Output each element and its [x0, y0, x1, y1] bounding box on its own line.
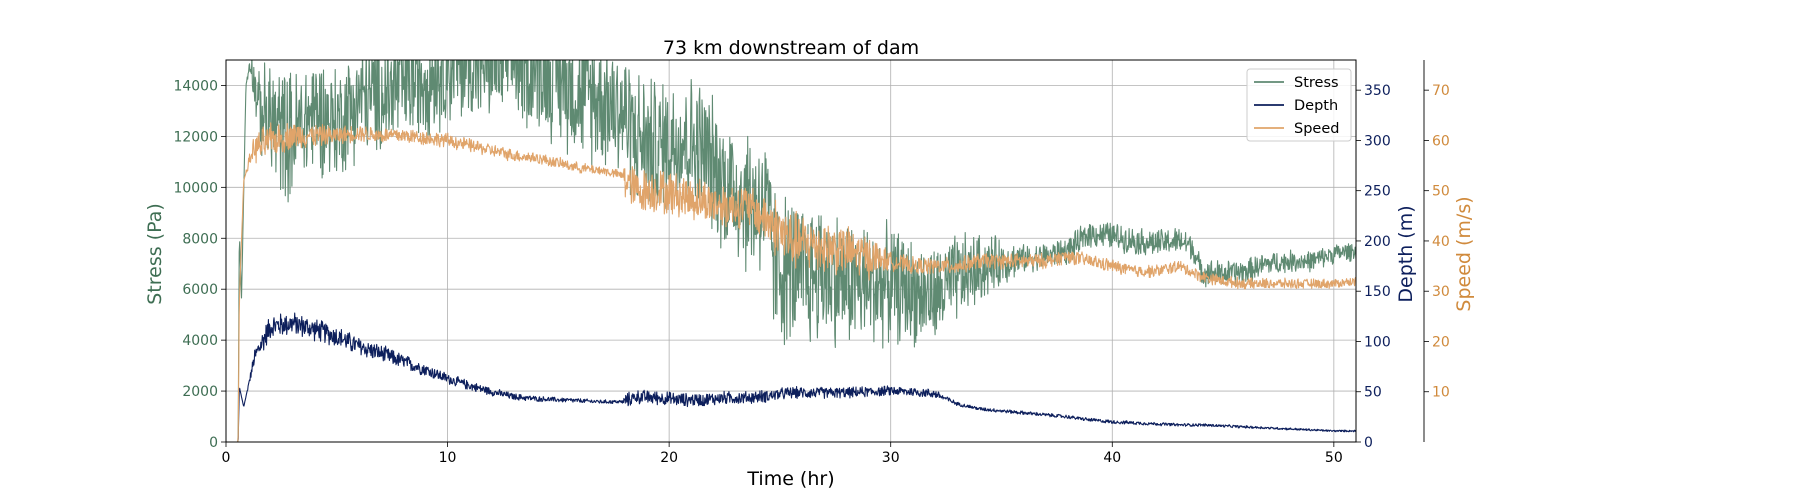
- chart-title: 73 km downstream of dam: [663, 37, 919, 59]
- depth-tick-label: 0: [1364, 435, 1373, 451]
- x-tick-label: 10: [439, 450, 457, 466]
- series-layer: [226, 60, 1356, 442]
- legend-label-speed: Speed: [1294, 121, 1339, 137]
- legend: Stress Depth Speed: [1246, 68, 1352, 142]
- stress-tick-label: 8000: [182, 231, 218, 247]
- speed-tick-label: 10: [1432, 385, 1450, 401]
- axes-layer: 0 10 20 30 40 5002000400060008000100001200014…: [173, 59, 1450, 466]
- stress-axis-title: Stress (Pa): [144, 203, 166, 305]
- x-tick-label: 40: [1103, 450, 1121, 466]
- depth-tick-label: 150: [1364, 284, 1391, 300]
- legend-label-stress: Stress: [1294, 75, 1339, 91]
- depth-tick-label: 350: [1364, 83, 1391, 99]
- speed-tick-label: 70: [1432, 83, 1450, 99]
- stress-tick-label: 12000: [173, 129, 218, 145]
- depth-axis-title: Depth (m): [1395, 205, 1417, 302]
- depth-tick-label: 50: [1364, 385, 1382, 401]
- depth-tick-label: 300: [1364, 133, 1391, 149]
- stress-tick-label: 10000: [173, 180, 218, 196]
- legend-frame: [1246, 68, 1352, 142]
- plot-frame: [225, 59, 1357, 443]
- depth-tick-label: 100: [1364, 334, 1391, 350]
- speed-tick-label: 50: [1432, 184, 1450, 200]
- speed-tick-label: 60: [1432, 133, 1450, 149]
- depth-tick-label: 250: [1364, 184, 1391, 200]
- depth-tick-label: 200: [1364, 234, 1391, 250]
- series-line-depth: [226, 312, 1356, 442]
- x-tick-label: 0: [222, 450, 231, 466]
- series-line-speed: [226, 122, 1356, 442]
- speed-tick-label: 40: [1432, 234, 1450, 250]
- stress-tick-label: 14000: [173, 78, 218, 94]
- speed-tick-label: 30: [1432, 284, 1450, 300]
- stress-tick-label: 6000: [182, 282, 218, 298]
- stress-tick-label: 2000: [182, 384, 218, 400]
- speed-tick-label: 20: [1432, 334, 1450, 350]
- x-tick-label: 20: [660, 450, 678, 466]
- x-axis-title: Time (hr): [746, 468, 834, 490]
- x-tick-label: 50: [1325, 450, 1343, 466]
- stress-tick-label: 4000: [182, 333, 218, 349]
- x-tick-label: 30: [882, 450, 900, 466]
- speed-axis-title: Speed (m/s): [1453, 196, 1475, 311]
- legend-label-depth: Depth: [1294, 98, 1338, 114]
- stress-tick-label: 0: [209, 435, 218, 451]
